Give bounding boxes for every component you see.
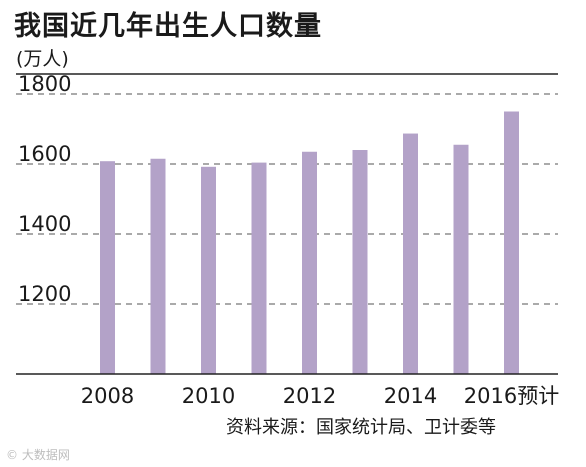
bar [251,162,267,374]
x-tick-label: 2014 [384,384,437,408]
watermark: © 大数据网 [6,448,70,462]
y-tick-label: 1400 [18,212,71,236]
x-tick-label: 2008 [81,384,134,408]
bar [352,150,368,374]
bar [453,144,469,374]
y-tick-label: 1200 [18,282,71,306]
x-tick-label: 2012 [283,384,336,408]
bar [100,161,115,374]
x-tick-label: 2016预计 [464,384,559,408]
x-tick-label: 2010 [182,384,235,408]
y-axis-unit-label: (万人) [16,48,69,70]
bar [403,133,418,374]
y-tick-label: 1600 [18,142,71,166]
bar [504,111,519,374]
y-tick-label: 1800 [18,72,71,96]
bar [302,151,317,374]
chart-title: 我国近几年出生人口数量 [14,11,322,42]
bar [201,166,216,374]
bar [150,158,166,374]
source-note: 资料来源：国家统计局、卫计委等 [226,417,496,438]
